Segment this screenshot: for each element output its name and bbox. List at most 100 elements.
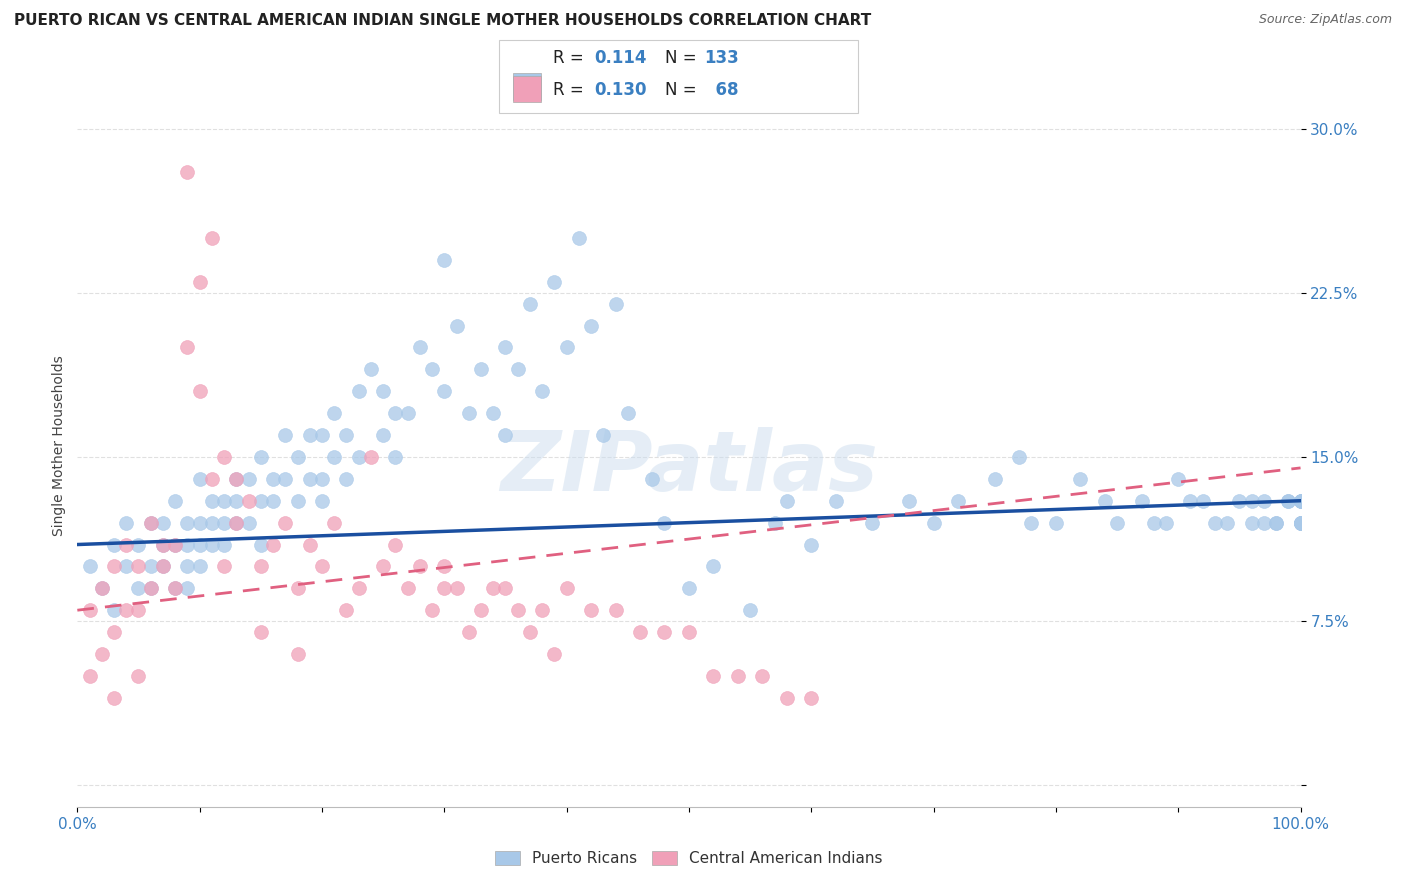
Point	[79, 669, 101, 683]
Point	[1289, 493, 1312, 508]
Point	[433, 252, 456, 267]
Point	[371, 428, 394, 442]
Point	[139, 582, 162, 596]
Point	[238, 516, 260, 530]
Text: PUERTO RICAN VS CENTRAL AMERICAN INDIAN SINGLE MOTHER HOUSEHOLDS CORRELATION CHA: PUERTO RICAN VS CENTRAL AMERICAN INDIAN …	[14, 13, 872, 29]
Point	[188, 275, 211, 289]
Point	[103, 690, 125, 705]
Point	[1289, 516, 1312, 530]
Point	[201, 472, 224, 486]
Point	[127, 669, 149, 683]
Text: R =: R =	[553, 49, 589, 67]
Point	[115, 537, 138, 551]
Point	[433, 582, 456, 596]
Point	[1289, 516, 1312, 530]
Point	[617, 406, 640, 420]
Point	[628, 625, 651, 640]
Point	[800, 537, 823, 551]
Point	[1167, 472, 1189, 486]
Point	[446, 318, 468, 333]
Point	[212, 493, 235, 508]
Point	[1240, 493, 1263, 508]
Point	[555, 341, 578, 355]
Point	[763, 516, 786, 530]
Point	[1008, 450, 1031, 464]
Point	[311, 559, 333, 574]
Point	[90, 582, 112, 596]
Point	[176, 165, 198, 179]
Point	[470, 603, 492, 617]
Point	[225, 493, 247, 508]
Point	[1045, 516, 1067, 530]
Point	[103, 537, 125, 551]
Point	[188, 472, 211, 486]
Point	[420, 362, 443, 376]
Point	[1289, 516, 1312, 530]
Point	[127, 559, 149, 574]
Point	[984, 472, 1007, 486]
Point	[298, 472, 321, 486]
Point	[495, 582, 517, 596]
Point	[1216, 516, 1239, 530]
Point	[1253, 493, 1275, 508]
Point	[555, 582, 578, 596]
Point	[457, 625, 479, 640]
Point	[776, 690, 799, 705]
Point	[250, 450, 273, 464]
Point	[250, 559, 273, 574]
Point	[506, 362, 529, 376]
Point	[225, 516, 247, 530]
Point	[127, 537, 149, 551]
Text: ZIPatlas: ZIPatlas	[501, 427, 877, 508]
Point	[824, 493, 846, 508]
Point	[225, 472, 247, 486]
Point	[384, 537, 406, 551]
Point	[862, 516, 884, 530]
Point	[360, 362, 382, 376]
Point	[1130, 493, 1153, 508]
Point	[1289, 493, 1312, 508]
Point	[371, 559, 394, 574]
Point	[1204, 516, 1226, 530]
Point	[605, 296, 627, 310]
Text: 0.130: 0.130	[595, 81, 647, 99]
Legend: Puerto Ricans, Central American Indians: Puerto Ricans, Central American Indians	[489, 845, 889, 872]
Point	[605, 603, 627, 617]
Point	[176, 341, 198, 355]
Point	[946, 493, 969, 508]
Point	[776, 493, 799, 508]
Point	[188, 537, 211, 551]
Point	[1107, 516, 1129, 530]
Point	[384, 450, 406, 464]
Y-axis label: Single Mother Households: Single Mother Households	[52, 356, 66, 536]
Point	[103, 559, 125, 574]
Point	[225, 516, 247, 530]
Point	[115, 516, 138, 530]
Point	[274, 472, 297, 486]
Point	[323, 450, 346, 464]
Point	[298, 537, 321, 551]
Point	[262, 472, 284, 486]
Point	[165, 582, 187, 596]
Point	[287, 493, 309, 508]
Point	[152, 516, 174, 530]
Point	[323, 516, 346, 530]
Point	[678, 625, 700, 640]
Point	[1289, 516, 1312, 530]
Point	[115, 559, 138, 574]
Text: 133: 133	[704, 49, 740, 67]
Point	[188, 384, 211, 399]
Point	[152, 559, 174, 574]
Point	[1265, 516, 1288, 530]
Point	[1289, 516, 1312, 530]
Point	[543, 275, 565, 289]
Point	[1265, 516, 1288, 530]
Point	[446, 582, 468, 596]
Point	[139, 516, 162, 530]
Point	[1154, 516, 1177, 530]
Point	[1253, 516, 1275, 530]
Point	[751, 669, 773, 683]
Point	[347, 582, 370, 596]
Point	[201, 516, 224, 530]
Point	[127, 582, 149, 596]
